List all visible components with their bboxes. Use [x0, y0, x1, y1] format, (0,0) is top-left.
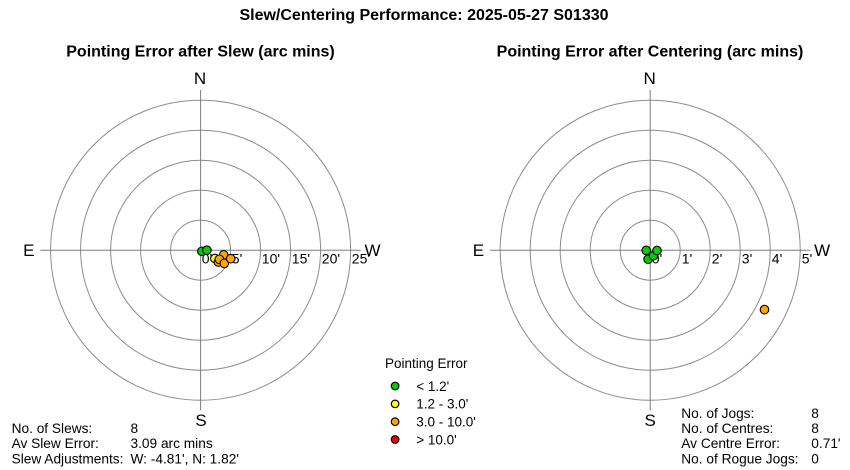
svg-text:< 1.2': < 1.2' [416, 379, 449, 394]
svg-text:No. of Centres:: No. of Centres: [681, 421, 773, 436]
svg-text:Pointing Error after Slew (arc: Pointing Error after Slew (arc mins) [66, 43, 335, 60]
svg-text:8: 8 [811, 421, 819, 436]
svg-text:3.09 arc mins: 3.09 arc mins [131, 436, 213, 451]
svg-text:0: 0 [811, 451, 819, 466]
svg-text:20': 20' [322, 250, 340, 266]
svg-text:N: N [643, 69, 655, 88]
svg-text:10': 10' [262, 250, 280, 266]
svg-text:8: 8 [811, 406, 819, 421]
svg-text:N: N [194, 69, 206, 88]
svg-text:1.2 - 3.0': 1.2 - 3.0' [416, 397, 468, 412]
svg-text:0.71': 0.71' [811, 436, 840, 451]
svg-text:E: E [473, 241, 484, 260]
svg-text:Pointing Error after Centering: Pointing Error after Centering (arc mins… [497, 43, 804, 60]
svg-text:Slew/Centering Performance: 20: Slew/Centering Performance: 2025-05-27 S… [239, 7, 608, 24]
svg-text:S: S [195, 411, 206, 430]
svg-text:E: E [23, 241, 34, 260]
svg-text:3': 3' [742, 250, 752, 266]
svg-text:Slew Adjustments:: Slew Adjustments: [12, 451, 124, 466]
svg-text:Pointing Error: Pointing Error [385, 356, 468, 371]
svg-text:W: W [814, 241, 830, 260]
svg-text:No. of Slews:: No. of Slews: [12, 421, 93, 436]
svg-text:No. of Jogs:: No. of Jogs: [681, 406, 754, 421]
svg-text:3.0 - 10.0': 3.0 - 10.0' [416, 415, 476, 430]
svg-text:5': 5' [802, 250, 812, 266]
svg-text:S: S [645, 411, 656, 430]
svg-text:25': 25' [352, 250, 370, 266]
svg-text:No. of Rogue Jogs:: No. of Rogue Jogs: [681, 451, 798, 466]
svg-text:8: 8 [131, 421, 139, 436]
svg-text:0': 0' [202, 250, 212, 266]
svg-text:W: W [365, 241, 381, 260]
svg-text:4': 4' [772, 250, 782, 266]
svg-text:Av Centre Error:: Av Centre Error: [681, 436, 780, 451]
svg-text:5': 5' [232, 250, 242, 266]
svg-text:2': 2' [712, 250, 722, 266]
svg-text:15': 15' [292, 250, 310, 266]
svg-text:W: -4.81', N: 1.82': W: -4.81', N: 1.82' [131, 451, 239, 466]
svg-text:> 10.0': > 10.0' [416, 432, 457, 447]
svg-text:1': 1' [682, 250, 692, 266]
svg-text:Av Slew Error:: Av Slew Error: [12, 436, 99, 451]
